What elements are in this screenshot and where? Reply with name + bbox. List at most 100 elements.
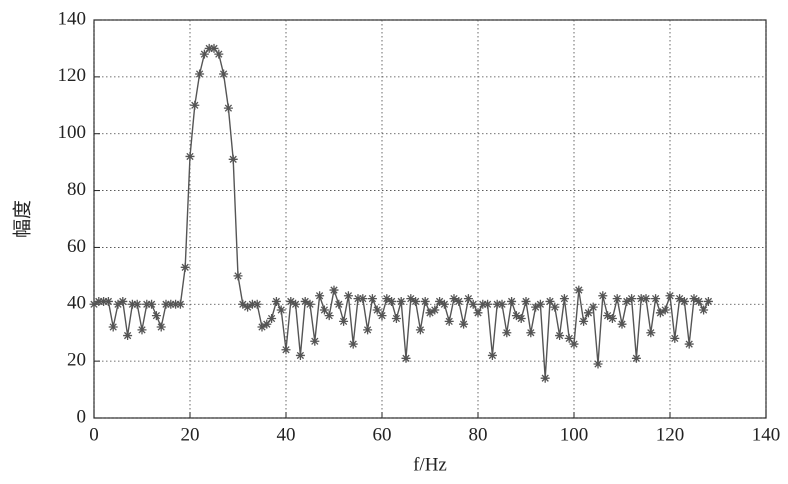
star-marker <box>123 331 133 341</box>
x-tick-label: 0 <box>89 424 99 445</box>
star-marker <box>252 299 262 309</box>
star-marker <box>598 291 608 301</box>
y-tick-label: 0 <box>77 406 87 427</box>
star-marker <box>627 294 637 304</box>
star-marker <box>401 353 411 363</box>
star-marker <box>574 285 584 295</box>
star-marker <box>425 308 435 318</box>
star-marker <box>233 271 243 281</box>
x-tick-label: 20 <box>181 424 200 445</box>
star-marker <box>420 296 430 306</box>
star-marker <box>468 299 478 309</box>
star-marker <box>367 294 377 304</box>
plot-frame <box>93 19 767 419</box>
star-marker <box>94 296 104 306</box>
star-marker <box>315 291 325 301</box>
star-marker <box>387 296 397 306</box>
star-marker <box>209 43 219 53</box>
star-marker <box>166 299 176 309</box>
star-marker <box>89 299 99 309</box>
star-marker <box>247 299 257 309</box>
star-marker <box>391 314 401 323</box>
star-marker <box>228 154 238 164</box>
star-marker <box>358 294 368 304</box>
star-marker <box>478 299 488 309</box>
star-marker <box>492 299 502 309</box>
star-marker <box>396 296 406 306</box>
star-marker <box>459 319 469 329</box>
star-marker <box>214 49 224 59</box>
star-marker <box>622 296 632 306</box>
star-marker <box>497 299 507 309</box>
star-marker <box>132 299 142 309</box>
star-marker <box>531 302 541 312</box>
star-marker <box>339 316 349 326</box>
star-marker <box>603 311 613 321</box>
star-marker <box>607 314 617 323</box>
star-marker <box>555 331 565 341</box>
x-tick-label: 120 <box>656 424 685 445</box>
y-tick-label: 40 <box>67 293 86 314</box>
star-marker <box>694 296 704 306</box>
star-marker <box>473 308 483 318</box>
star-marker <box>324 311 334 321</box>
star-marker <box>507 296 517 306</box>
star-marker <box>300 296 310 306</box>
star-marker <box>535 299 545 309</box>
star-marker <box>156 322 166 332</box>
star-marker <box>310 336 320 346</box>
x-tick-label: 140 <box>752 424 781 445</box>
star-marker <box>377 311 387 321</box>
y-tick-label: 100 <box>58 122 87 143</box>
star-marker <box>137 325 147 335</box>
x-tick-label: 100 <box>560 424 589 445</box>
star-marker <box>689 294 699 304</box>
star-marker <box>113 299 123 309</box>
star-marker <box>411 296 421 306</box>
star-marker <box>569 339 579 349</box>
y-tick-label: 80 <box>67 179 86 200</box>
star-marker <box>319 305 329 315</box>
star-marker <box>579 316 589 326</box>
star-marker <box>190 100 200 110</box>
star-marker <box>583 308 593 318</box>
star-marker <box>511 311 521 321</box>
series-line <box>93 47 710 379</box>
star-marker <box>147 299 157 309</box>
star-marker <box>142 299 152 309</box>
star-marker <box>540 373 550 383</box>
star-marker <box>444 316 454 326</box>
star-marker <box>118 296 128 306</box>
star-marker <box>612 294 622 304</box>
star-marker <box>550 302 560 312</box>
star-marker <box>305 299 315 309</box>
star-marker <box>199 49 209 59</box>
star-marker <box>703 296 713 306</box>
star-marker <box>291 299 301 309</box>
x-tick-label: 80 <box>469 424 488 445</box>
star-marker <box>175 299 185 309</box>
star-marker <box>286 296 296 306</box>
star-marker <box>171 299 181 309</box>
star-marker <box>516 314 526 323</box>
star-marker <box>483 299 493 309</box>
star-marker <box>439 299 449 309</box>
star-marker <box>617 319 627 329</box>
star-marker <box>363 325 373 335</box>
star-marker <box>679 296 689 306</box>
star-marker <box>108 322 118 332</box>
star-marker <box>670 333 680 343</box>
star-marker <box>262 319 272 329</box>
star-marker <box>271 296 281 306</box>
star-marker <box>219 69 229 79</box>
star-marker <box>415 325 425 335</box>
star-marker <box>699 305 709 315</box>
star-marker <box>564 333 574 343</box>
star-marker <box>406 294 416 304</box>
star-marker <box>257 322 267 332</box>
star-marker <box>243 302 253 312</box>
star-marker <box>449 294 459 304</box>
star-marker <box>295 350 305 360</box>
star-marker <box>593 359 603 369</box>
star-marker <box>238 299 248 309</box>
